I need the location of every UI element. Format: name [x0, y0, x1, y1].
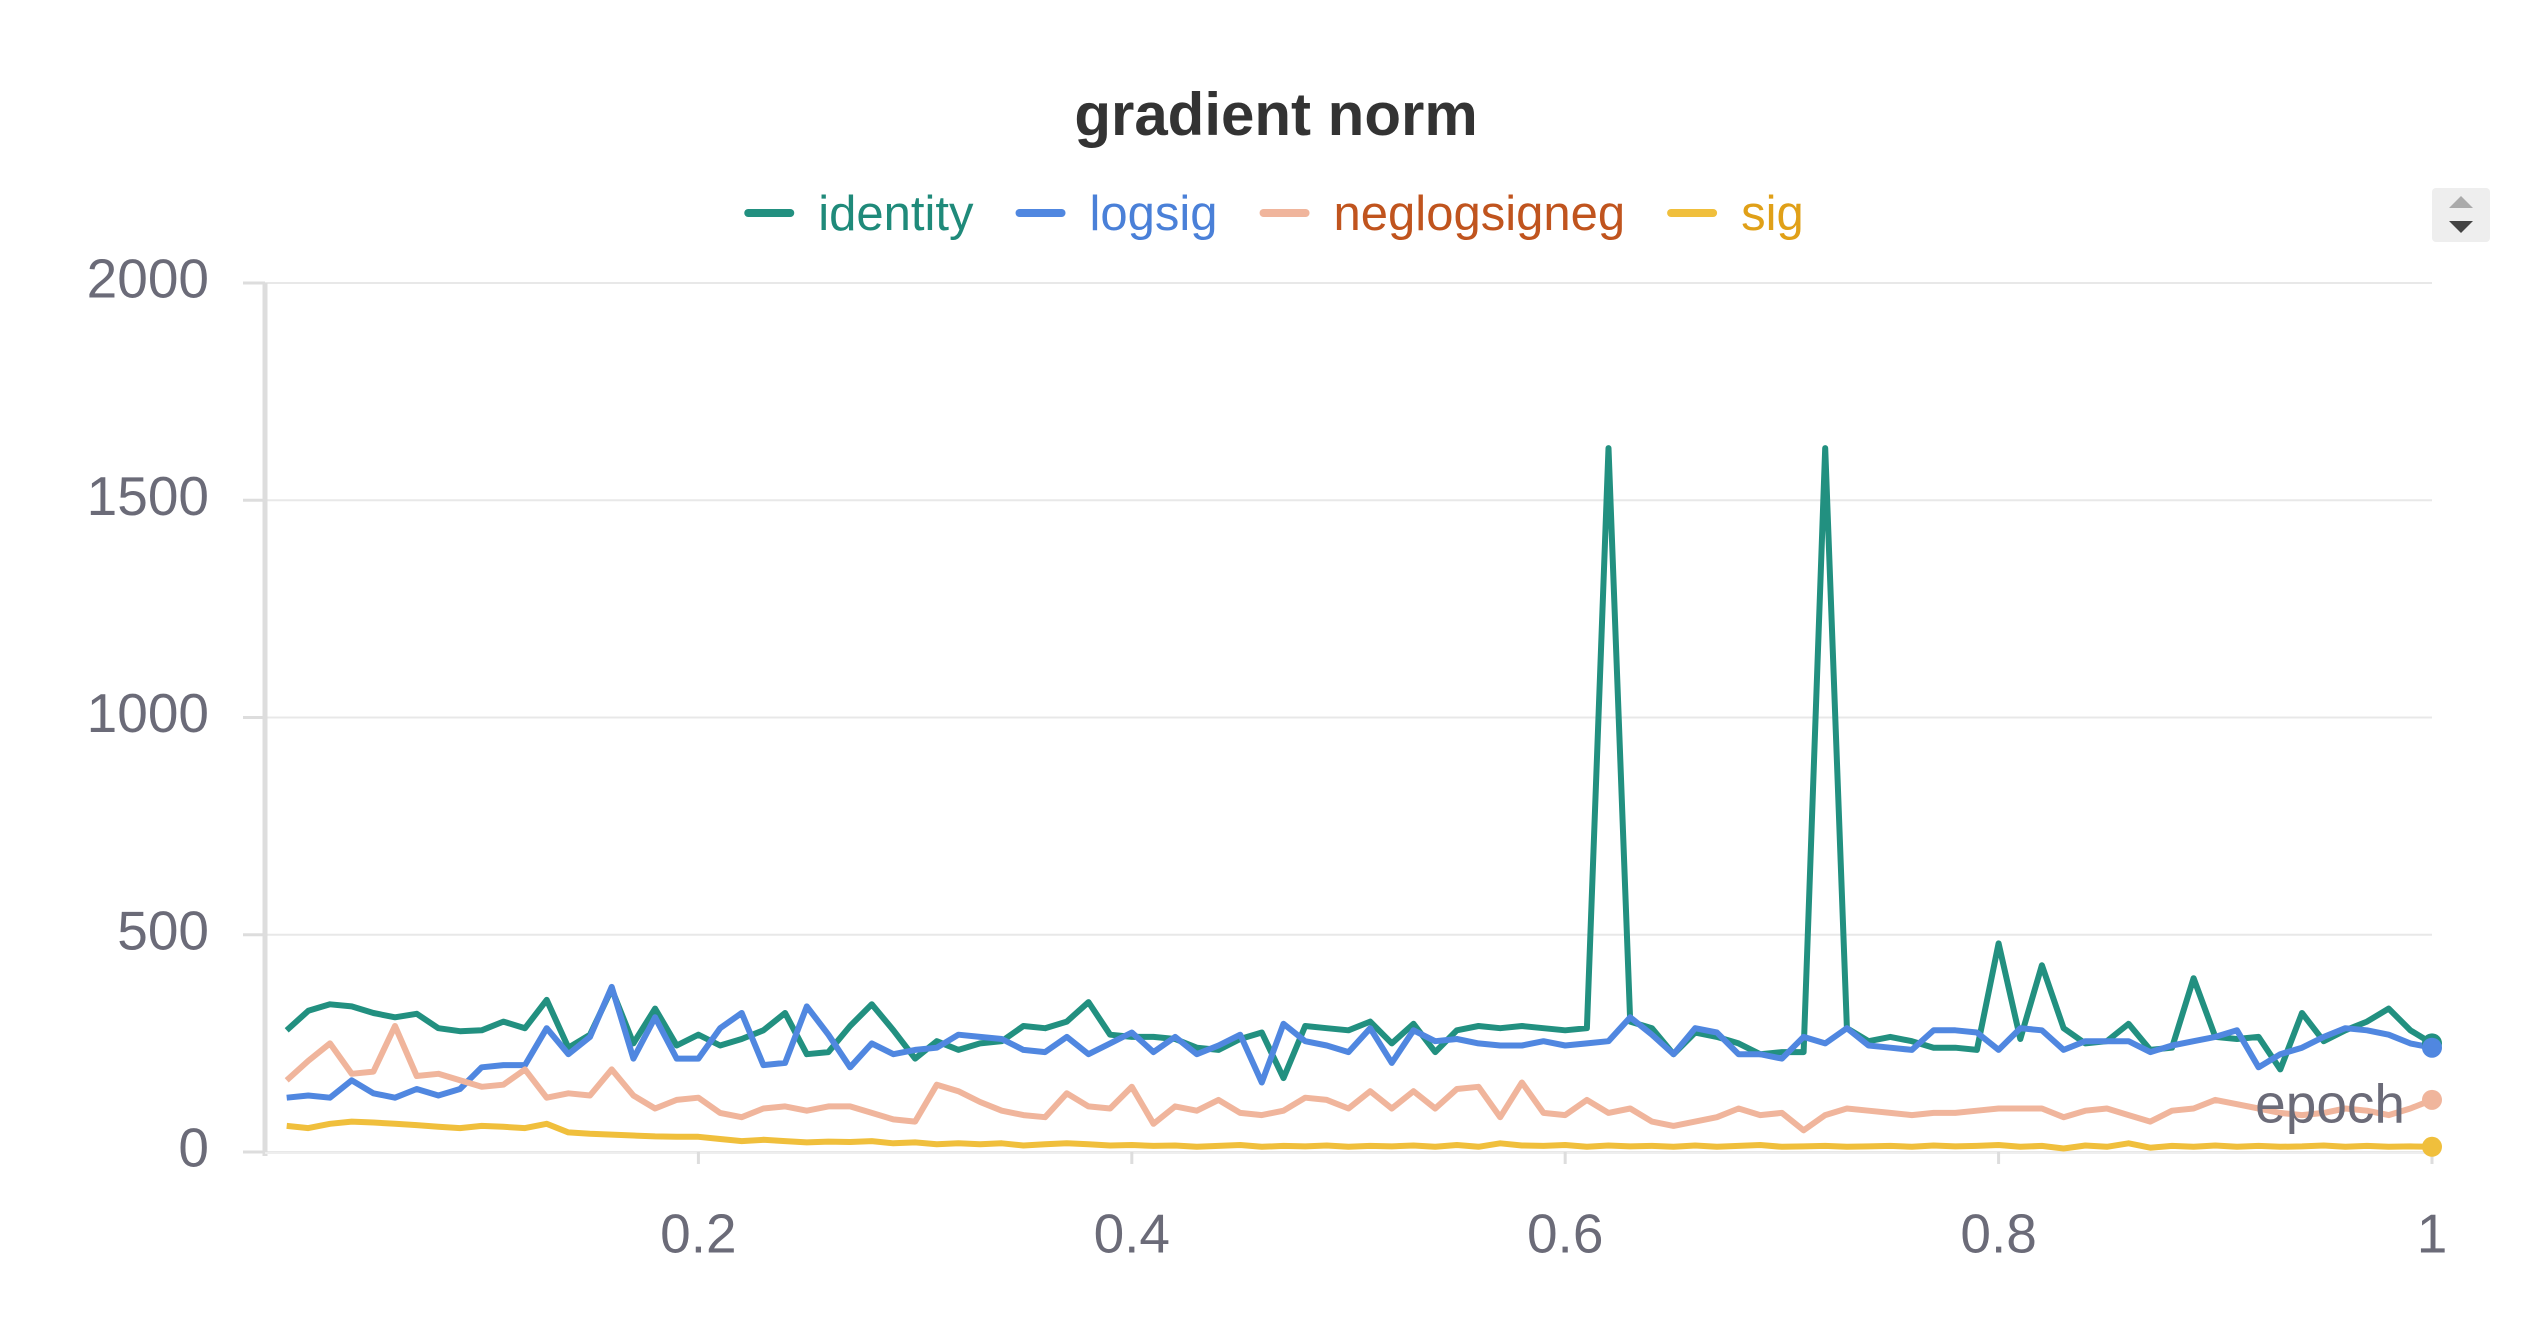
- end-dot: [2422, 1136, 2442, 1157]
- x-axis-label: epoch: [2255, 1073, 2405, 1135]
- scroll-box[interactable]: [2432, 188, 2490, 242]
- y-tick-label: 2000: [87, 248, 209, 310]
- series-line: [286, 983, 2433, 1101]
- y-tick-label: 0: [178, 1117, 209, 1179]
- x-tick-label: 1: [2417, 1203, 2448, 1265]
- x-tick-label: 0.8: [1960, 1203, 2036, 1265]
- x-tick-label: 0.4: [1094, 1203, 1170, 1265]
- y-tick-label: 500: [117, 899, 209, 961]
- series-line: [286, 1118, 2433, 1152]
- legend-label: logsig: [1090, 187, 1218, 241]
- legend-label: sig: [1741, 187, 1804, 241]
- scroll-up[interactable]: [2449, 196, 2473, 208]
- y-tick-label: 1500: [87, 465, 209, 527]
- chart-title: gradient norm: [1074, 81, 1477, 148]
- end-dot: [2422, 1089, 2442, 1110]
- legend-label: identity: [818, 187, 974, 241]
- legend: identity logsig neglogsigneg sig: [744, 187, 1804, 241]
- x-tick-label: 0.2: [660, 1203, 736, 1265]
- x-tick-label: 0.6: [1527, 1203, 1603, 1265]
- series-line: [284, 445, 2434, 1082]
- end-dot: [2422, 1037, 2442, 1058]
- legend-label: neglogsigneg: [1334, 187, 1626, 241]
- y-tick-label: 1000: [87, 682, 209, 744]
- scroll-down[interactable]: [2449, 221, 2473, 233]
- series-line: [284, 1023, 2434, 1134]
- legend-scroll[interactable]: [2432, 188, 2490, 242]
